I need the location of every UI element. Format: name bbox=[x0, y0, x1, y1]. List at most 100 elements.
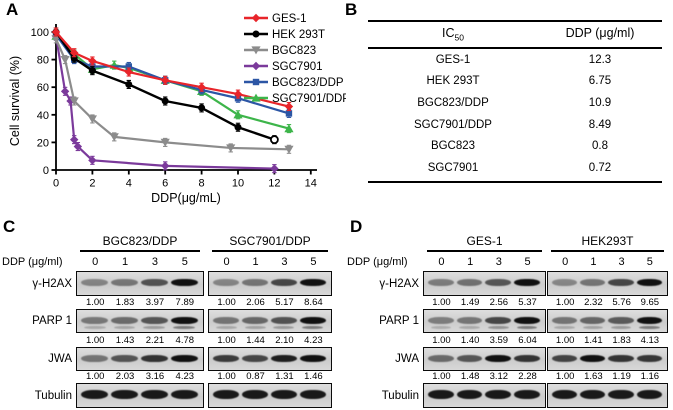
quant-value: 3.12 bbox=[489, 371, 509, 382]
quant-value: 1.19 bbox=[612, 371, 631, 382]
legend-entry-BGC823: BGC823 bbox=[244, 45, 316, 57]
blot-band bbox=[636, 316, 662, 324]
blot-band bbox=[580, 354, 606, 362]
dose-value: 1 bbox=[252, 256, 259, 268]
cell-line-name: HEK 293T bbox=[426, 75, 480, 88]
dose-value: 5 bbox=[310, 256, 317, 268]
blot-band-lower bbox=[610, 326, 632, 329]
triangle-up-marker bbox=[251, 93, 261, 102]
blot-band-lower bbox=[244, 326, 266, 329]
series-GES-1 bbox=[51, 27, 294, 112]
blot-band bbox=[608, 354, 634, 362]
blot-band bbox=[140, 279, 168, 287]
table-row: HEK 293T 6.75 bbox=[368, 75, 662, 87]
quant-value: 1.40 bbox=[460, 335, 480, 346]
blot-band bbox=[212, 390, 239, 400]
ic50-table: IC50 DDP (μg/ml) GES-1 12.3 HEK 293T 6.75 BG… bbox=[368, 18, 662, 186]
quant-value: 0.87 bbox=[246, 371, 265, 382]
dose-value: 5 bbox=[181, 256, 188, 268]
triangle-down-marker bbox=[69, 97, 79, 106]
quant-value: 2.28 bbox=[518, 371, 537, 382]
ic50-value: 6.75 bbox=[588, 75, 612, 88]
blot-band bbox=[111, 279, 138, 287]
y-tick-label: 100 bbox=[31, 27, 49, 39]
quant-value: 5.17 bbox=[275, 297, 294, 308]
chart-legend: GES-1 HEK 293T BGC823 SGC7901 BGC823/DDP SGC7… bbox=[244, 13, 346, 105]
table-rule-header bbox=[368, 47, 662, 49]
quant-value: 2.32 bbox=[584, 297, 603, 308]
group-underline bbox=[427, 250, 542, 252]
blot-band bbox=[608, 316, 634, 324]
survival-chart: 0 20 40 60 80 100 0 2 4 6 8 10 12 14 DDP(μg/mL) Cell su… bbox=[8, 13, 346, 205]
blot-band-lower bbox=[113, 326, 136, 329]
circle-marker bbox=[161, 97, 169, 105]
blot-band-lower bbox=[273, 326, 295, 329]
cell-line-name: BGC823 bbox=[430, 140, 476, 153]
legend-entry-GES-1: GES-1 bbox=[244, 13, 307, 25]
blot-band-lower bbox=[487, 326, 509, 329]
legend-label: HEK 293T bbox=[272, 29, 325, 41]
table-header-ic50: IC50 bbox=[442, 26, 464, 43]
dose-value: 1 bbox=[121, 256, 129, 268]
blot-band-lower bbox=[215, 326, 237, 329]
x-tick-label: 10 bbox=[232, 178, 244, 190]
quant-value: 1.44 bbox=[246, 335, 265, 346]
square-marker bbox=[125, 63, 132, 70]
group-underline bbox=[80, 250, 200, 252]
legend-label: SGC7901 bbox=[272, 61, 323, 73]
blot-band bbox=[81, 390, 109, 400]
x-tick-label: 6 bbox=[162, 178, 168, 190]
diamond-marker bbox=[88, 156, 97, 165]
blot-band bbox=[212, 316, 239, 324]
blot-band bbox=[170, 279, 198, 287]
y-tick-label: 60 bbox=[37, 82, 49, 94]
quant-value: 1.16 bbox=[640, 371, 660, 382]
diamond-marker bbox=[161, 76, 170, 85]
panel-c-label: C bbox=[3, 217, 16, 236]
group-underline bbox=[212, 250, 328, 252]
blot-band bbox=[212, 279, 239, 287]
quant-value: 4.23 bbox=[304, 335, 323, 346]
blot-band bbox=[636, 279, 662, 287]
circle-marker bbox=[88, 67, 96, 75]
series-SGC7901 bbox=[51, 31, 279, 174]
diamond-marker bbox=[233, 89, 243, 99]
series-line bbox=[55, 31, 275, 141]
blot-band bbox=[241, 279, 268, 287]
blot-band bbox=[427, 390, 454, 400]
blot-band bbox=[111, 354, 138, 362]
blot-band bbox=[81, 316, 109, 324]
quant-value: 2.56 bbox=[489, 297, 509, 308]
diamond-marker bbox=[51, 27, 61, 37]
y-tick-label: 80 bbox=[37, 55, 49, 67]
cell-line-name: SGC7901/DDP bbox=[414, 118, 492, 131]
quant-value: 1.46 bbox=[304, 371, 323, 382]
blot-box bbox=[76, 309, 204, 333]
quant-value: 1.83 bbox=[612, 335, 631, 346]
blot-band bbox=[170, 316, 198, 324]
x-tick-label: 2 bbox=[89, 178, 95, 190]
blot-band-lower bbox=[143, 326, 166, 329]
quant-value: 1.41 bbox=[584, 335, 603, 346]
dose-value: 5 bbox=[646, 256, 653, 268]
blot-box bbox=[423, 347, 546, 371]
blot-band bbox=[608, 279, 634, 287]
blot-box bbox=[76, 383, 204, 408]
blot-band bbox=[485, 390, 512, 400]
diamond-marker bbox=[88, 56, 97, 66]
blot-band bbox=[427, 354, 454, 362]
blot-band bbox=[456, 279, 483, 287]
diamond-marker bbox=[284, 102, 294, 111]
x-tick-label: 8 bbox=[199, 178, 205, 190]
quant-value: 4.13 bbox=[640, 335, 660, 346]
y-axis-label: Cell survival (%) bbox=[8, 56, 22, 146]
blot-band bbox=[140, 354, 168, 362]
blot-box bbox=[208, 309, 332, 333]
blot-band bbox=[299, 390, 326, 400]
dose-value: 3 bbox=[151, 256, 158, 268]
quant-value: 3.97 bbox=[145, 297, 165, 308]
legend-label: BGC823/DDP bbox=[272, 77, 344, 89]
blot-band bbox=[170, 390, 198, 400]
quant-value: 6.04 bbox=[518, 335, 537, 346]
